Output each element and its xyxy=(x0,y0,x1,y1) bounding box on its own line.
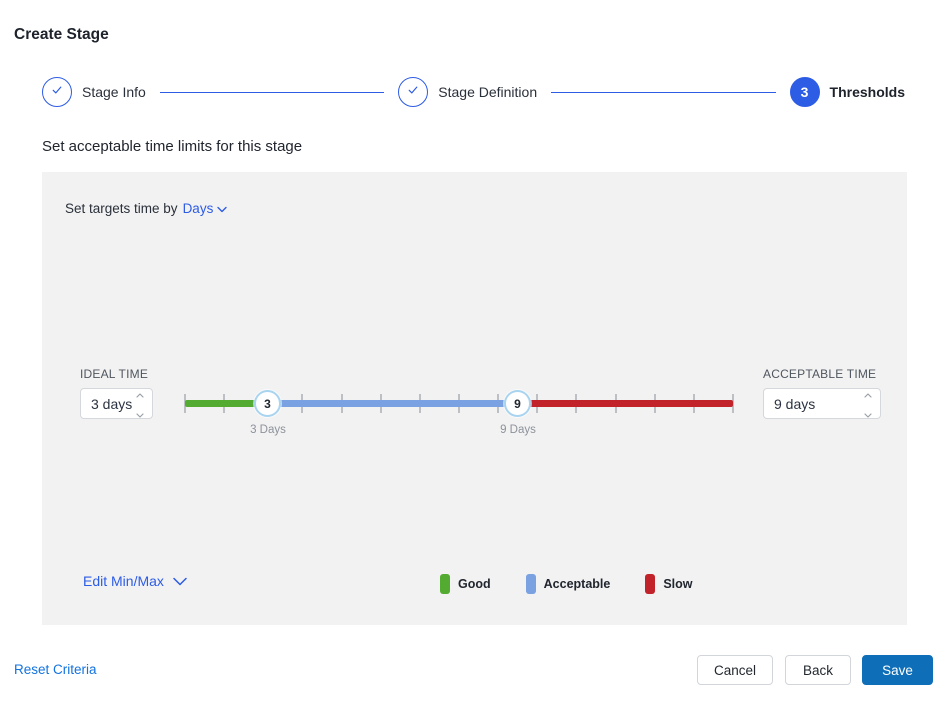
stepper-up-icon[interactable] xyxy=(864,385,872,403)
ideal-time-stepper xyxy=(136,385,144,423)
slider-segment-slow xyxy=(518,400,733,407)
stepper-down-icon[interactable] xyxy=(864,405,872,423)
acceptable-time-input[interactable]: 9 days xyxy=(763,388,881,419)
legend-label: Good xyxy=(458,577,491,591)
set-targets-label: Set targets time by xyxy=(65,201,178,216)
thresholds-panel: Set targets time by Days IDEAL TIME 3 da… xyxy=(42,172,907,625)
chevron-down-icon xyxy=(164,573,187,589)
edit-minmax-label: Edit Min/Max xyxy=(83,573,164,589)
stepper-step-thresholds[interactable]: 3 Thresholds xyxy=(789,77,906,107)
step-complete-circle xyxy=(398,77,429,107)
acceptable-time-value: 9 days xyxy=(774,395,816,412)
legend-label: Acceptable xyxy=(543,577,611,591)
targets-unit-dropdown[interactable]: Days xyxy=(183,201,228,216)
check-icon xyxy=(50,83,64,102)
ideal-time-input[interactable]: 3 days xyxy=(80,388,153,419)
back-button[interactable]: Back xyxy=(785,655,851,685)
legend-item-good: Good xyxy=(440,574,491,594)
ideal-time-value: 3 days xyxy=(91,395,133,412)
stepper-down-icon[interactable] xyxy=(136,405,144,423)
set-targets-row: Set targets time by Days xyxy=(65,201,228,216)
legend-label: Slow xyxy=(663,577,693,591)
targets-unit-value: Days xyxy=(182,201,214,216)
stepper-connector xyxy=(551,91,776,93)
chevron-down-icon xyxy=(213,201,228,216)
stepper: Stage Info Stage Definition 3 Thresholds xyxy=(42,77,905,107)
legend-swatch-good xyxy=(440,574,450,594)
slider-handle-min-label: 3 Days xyxy=(250,424,286,436)
slider-segment-acceptable xyxy=(268,400,518,407)
legend-swatch-acceptable xyxy=(525,574,536,594)
acceptable-time-label: ACCEPTABLE TIME xyxy=(763,367,877,381)
step-number-circle: 3 xyxy=(789,77,820,107)
stepper-connector xyxy=(159,91,385,93)
slider-legend: Good Acceptable Slow xyxy=(440,574,693,594)
slider-handle-min[interactable]: 3 xyxy=(254,390,281,417)
slider-handle-max[interactable]: 9 xyxy=(504,390,531,417)
section-heading: Set acceptable time limits for this stag… xyxy=(42,138,303,155)
step-complete-circle xyxy=(42,77,72,107)
reset-criteria-link[interactable]: Reset Criteria xyxy=(14,662,97,677)
stepper-step-stage-info[interactable]: Stage Info xyxy=(42,77,146,107)
stepper-step-stage-definition[interactable]: Stage Definition xyxy=(398,77,537,107)
stepper-up-icon[interactable] xyxy=(136,385,144,403)
check-icon xyxy=(406,83,420,102)
step-label: Thresholds xyxy=(829,84,906,100)
threshold-slider: 3 9 3 Days 9 Days xyxy=(184,389,734,449)
ideal-time-label: IDEAL TIME xyxy=(80,367,149,381)
save-button[interactable]: Save xyxy=(862,655,933,685)
step-label: Stage Definition xyxy=(438,84,538,100)
acceptable-time-stepper xyxy=(864,385,872,423)
cancel-button[interactable]: Cancel xyxy=(697,655,773,685)
legend-swatch-slow xyxy=(645,574,656,594)
slider-segment-good xyxy=(185,400,268,407)
step-label: Stage Info xyxy=(82,84,146,100)
slider-handle-max-label: 9 Days xyxy=(500,424,536,436)
edit-minmax-link[interactable]: Edit Min/Max xyxy=(83,573,187,589)
legend-item-acceptable: Acceptable xyxy=(525,574,611,594)
page-title: Create Stage xyxy=(14,26,109,43)
legend-item-slow: Slow xyxy=(645,574,693,594)
